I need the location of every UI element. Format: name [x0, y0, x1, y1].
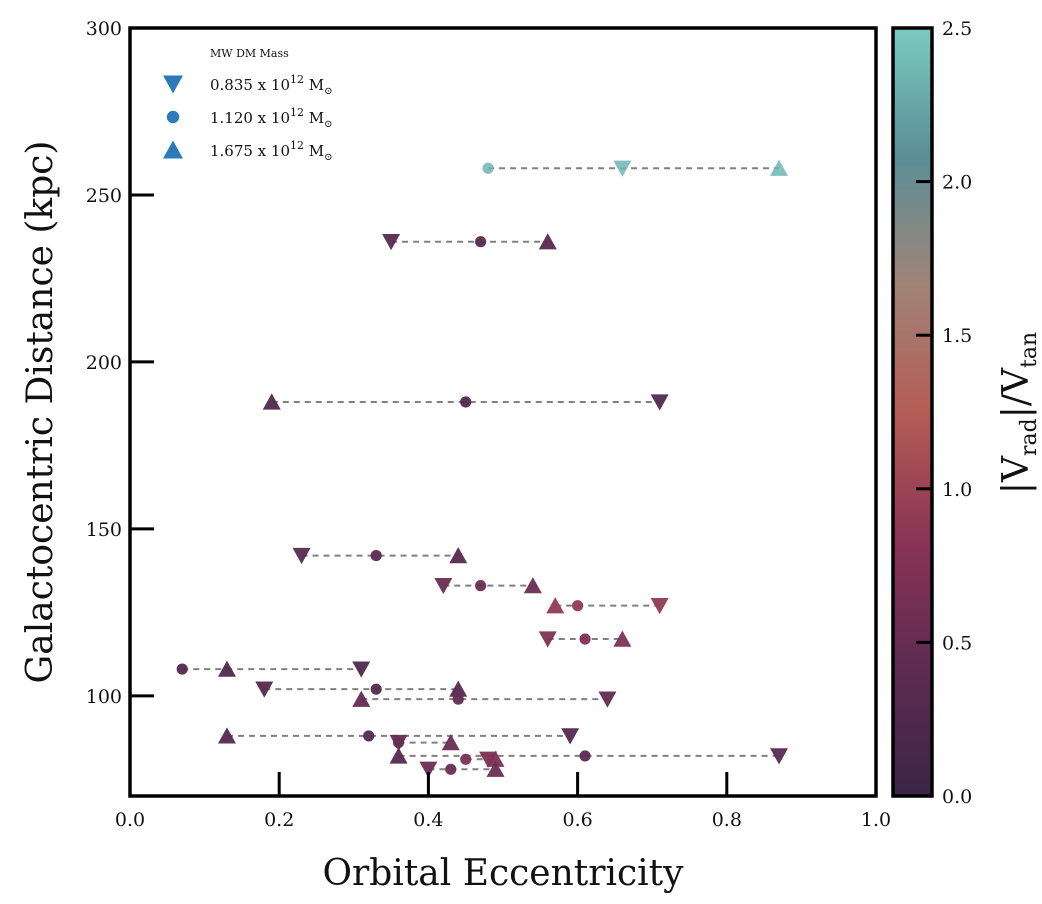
x-tick-label-2: 0.4 — [413, 809, 443, 831]
x-tick-label-5: 1.0 — [861, 809, 891, 831]
legend-marker-2 — [163, 140, 183, 159]
legend-label-2: 1.675 x 1012 M⊙ — [210, 139, 333, 163]
point-high-mass-4 — [523, 577, 542, 594]
x-axis-title: Orbital Eccentricity — [323, 853, 685, 894]
point-low-mass-11 — [389, 734, 408, 752]
point-high-mass-7 — [217, 660, 236, 677]
colorbar-tick-label-3: 1.5 — [942, 325, 972, 347]
data-markers — [176, 159, 789, 778]
point-low-mass-8 — [255, 681, 274, 698]
x-tick-label-1: 0.2 — [264, 809, 294, 831]
point-high-mass-6 — [613, 630, 632, 647]
point-mid-mass-1 — [475, 236, 487, 248]
point-high-mass-14 — [486, 760, 505, 777]
colorbar-gradient — [893, 28, 932, 796]
point-low-mass-0 — [613, 160, 632, 177]
point-low-mass-12 — [770, 748, 789, 765]
legend-marker-1 — [166, 110, 180, 124]
point-high-mass-3 — [449, 547, 468, 564]
y-tick-label-1: 150 — [86, 519, 122, 541]
point-mid-mass-8 — [370, 683, 382, 695]
point-low-mass-1 — [382, 234, 401, 251]
x-tick-label-3: 0.6 — [562, 809, 592, 831]
point-low-mass-10 — [561, 728, 580, 745]
guide-lines — [182, 167, 780, 771]
colorbar-tick-label-0: 0.0 — [942, 786, 972, 808]
point-high-mass-11 — [441, 734, 460, 751]
point-high-mass-1 — [538, 233, 557, 250]
colorbar-tick-label-1: 0.5 — [942, 632, 972, 654]
legend-title: MW DM Mass — [210, 47, 289, 60]
point-mid-mass-5 — [572, 600, 584, 612]
point-low-mass-5 — [650, 598, 669, 615]
point-high-mass-5 — [546, 597, 565, 614]
point-high-mass-8 — [449, 680, 468, 697]
colorbar-frame — [891, 26, 934, 798]
colorbar-tick-label-2: 1.0 — [942, 479, 972, 501]
point-mid-mass-3 — [370, 550, 382, 562]
point-low-mass-13 — [479, 751, 498, 768]
point-mid-mass-7 — [176, 663, 188, 675]
point-low-mass-2 — [650, 394, 669, 411]
legend-label-0: 0.835 x 1012 M⊙ — [210, 73, 333, 97]
colorbar-tick-label-5: 2.5 — [942, 18, 972, 40]
point-high-mass-10 — [217, 727, 236, 744]
point-mid-mass-10 — [363, 730, 375, 742]
point-high-mass-13 — [486, 750, 505, 767]
point-low-mass-6 — [538, 631, 557, 648]
point-high-mass-2 — [262, 393, 281, 410]
y-axis-ticks: 100 150 200 250 300 — [86, 18, 154, 708]
y-axis-title: Galactocentric Distance (kpc) — [20, 141, 61, 684]
point-mid-mass-9 — [452, 693, 464, 705]
point-mid-mass-6 — [579, 633, 591, 645]
point-high-mass-0 — [770, 159, 789, 176]
y-tick-label-0: 100 — [86, 686, 122, 708]
point-high-mass-9 — [352, 690, 371, 707]
legend-label-1: 1.120 x 1012 M⊙ — [210, 106, 333, 130]
point-low-mass-14 — [419, 761, 438, 778]
y-tick-label-3: 250 — [86, 185, 122, 207]
y-tick-label-2: 200 — [86, 352, 122, 374]
point-mid-mass-0 — [482, 162, 494, 174]
point-mid-mass-13 — [460, 753, 472, 765]
point-low-mass-3 — [292, 547, 311, 565]
point-mid-mass-4 — [475, 580, 487, 592]
point-low-mass-7 — [352, 661, 371, 678]
x-tick-label-0: 0.0 — [115, 809, 145, 831]
x-tick-label-4: 0.8 — [712, 809, 742, 831]
colorbar-tick-label-4: 2.0 — [942, 172, 972, 194]
colorbar-ticks: 0.0 0.5 1.0 1.5 2.0 2.5 — [916, 18, 972, 808]
x-axis-ticks: 0.0 0.2 0.4 0.6 0.8 1.0 — [115, 772, 891, 831]
colorbar-label: |Vrad|/Vtan — [996, 332, 1042, 494]
legend: MW DM Mass 0.835 x 1012 M⊙ 1.120 x 1012 M… — [163, 47, 333, 163]
point-mid-mass-2 — [460, 396, 472, 408]
y-tick-label-4: 300 — [86, 18, 122, 40]
point-mid-mass-14 — [445, 763, 457, 775]
point-high-mass-12 — [389, 747, 408, 764]
point-low-mass-4 — [434, 577, 453, 595]
point-mid-mass-12 — [579, 750, 591, 762]
legend-marker-0 — [163, 75, 183, 94]
point-low-mass-9 — [598, 691, 617, 708]
colorbar: 0.0 0.5 1.0 1.5 2.0 2.5 |Vrad|/Vtan — [891, 18, 1042, 808]
plot-frame — [128, 26, 878, 798]
